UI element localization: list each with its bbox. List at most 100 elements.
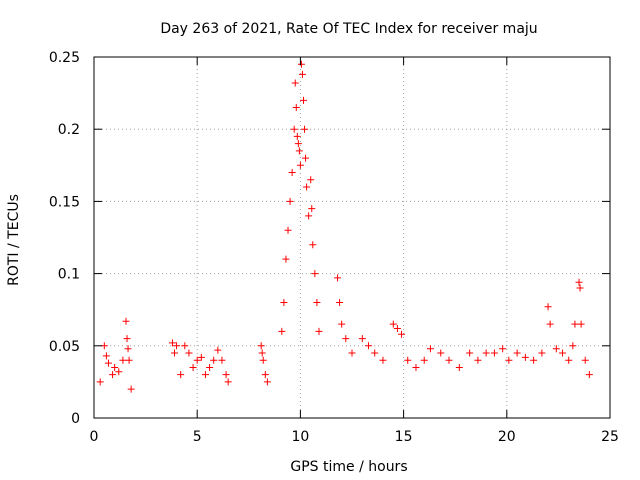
y-tick-label: 0.1 [58,267,80,283]
data-point [119,356,127,364]
data-point [122,317,130,325]
x-tick-label: 15 [395,429,413,445]
data-point [420,356,428,364]
data-points [96,60,593,393]
data-point [291,79,299,87]
data-point [309,241,317,249]
data-point [552,345,560,353]
data-point [466,349,474,357]
data-point [293,132,301,140]
data-point [258,349,266,357]
data-point [257,342,265,350]
data-point [173,342,181,350]
data-point [315,327,323,335]
data-point [181,342,189,350]
data-point [398,330,406,338]
data-point [371,349,379,357]
data-point [197,353,205,361]
data-point [206,363,214,371]
data-point [544,303,552,311]
data-point [210,356,218,364]
x-tick-label: 10 [291,429,309,445]
data-point [521,353,529,361]
data-point [297,60,305,68]
data-point [342,335,350,343]
data-point [389,320,397,328]
data-point [412,363,420,371]
data-point [115,368,123,376]
chart-title: Day 263 of 2021, Rate Of TEC Index for r… [160,21,537,37]
grid [94,57,610,418]
y-tick-label: 0.25 [49,50,80,66]
data-point [185,349,193,357]
data-point [282,255,290,263]
data-point [445,356,453,364]
y-tick-label: 0.2 [58,122,80,138]
data-point [298,70,306,78]
data-point [530,356,538,364]
data-point [474,356,482,364]
data-point [278,327,286,335]
data-point [290,125,298,133]
data-point [280,298,288,306]
y-axis-label: ROTI / TECUs [6,194,22,286]
data-point [284,226,292,234]
data-point [301,125,309,133]
data-point [307,176,315,184]
data-point [334,274,342,282]
data-point [311,270,319,278]
data-point [575,278,583,286]
data-point [261,371,269,379]
data-point [125,356,133,364]
data-point [102,352,110,360]
data-point [123,335,131,343]
data-point [313,298,321,306]
axis-ticks: 0 5 10 15 20 25 0 0.05 0.1 0.15 0.2 0.25 [49,50,619,445]
data-point [576,284,584,292]
data-point [263,378,271,386]
data-point [109,371,117,379]
data-point [288,169,296,177]
data-point [294,140,302,148]
data-point [379,356,387,364]
data-point [559,349,567,357]
data-point [365,342,373,350]
plot-frame [93,56,611,419]
data-point [201,371,209,379]
x-tick-label: 0 [90,429,99,445]
x-axis-label: GPS time / hours [290,459,407,475]
data-point [581,356,589,364]
data-point [305,212,313,220]
data-point [577,320,585,328]
data-point [569,342,577,350]
data-point [224,378,232,386]
data-point [303,183,311,191]
data-point [302,154,310,162]
data-point [437,349,445,357]
data-point [286,197,294,205]
data-point [296,161,304,169]
data-point [295,147,303,155]
data-point [292,104,300,112]
data-point [218,356,226,364]
data-point [546,320,554,328]
data-point [482,349,490,357]
data-point [490,349,498,357]
data-point [124,345,132,353]
data-point [214,346,222,354]
data-point [348,349,356,357]
y-tick-label: 0.05 [49,339,80,355]
x-tick-label: 20 [498,429,516,445]
y-tick-label: 0.15 [49,194,80,210]
data-point [571,320,579,328]
data-point [222,371,230,379]
data-point [177,371,185,379]
data-point [308,205,316,213]
y-tick-label: 0 [71,411,80,427]
data-point [170,349,178,357]
data-point [96,378,104,386]
data-point [538,349,546,357]
data-point [585,371,593,379]
data-point [426,345,434,353]
